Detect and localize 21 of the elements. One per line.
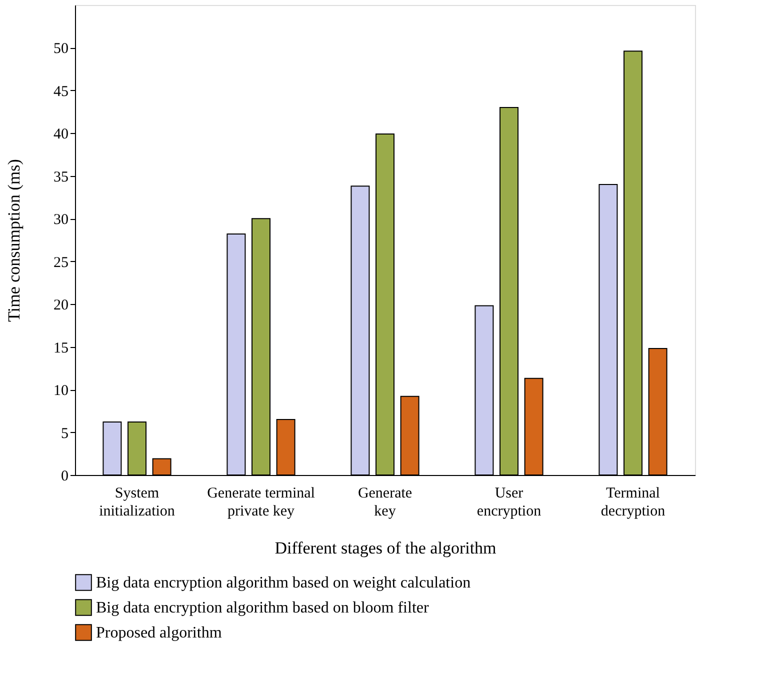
x-tick-label: Terminal decryption	[600, 486, 666, 520]
y-tick-label: 25	[54, 254, 68, 271]
y-tick-label: 20	[54, 298, 68, 314]
y-tick-label: 35	[54, 169, 68, 186]
x-tick-label: Generate terminal private key	[207, 486, 315, 520]
y-tick-label: 15	[54, 340, 68, 356]
y-tick-label: 30	[54, 212, 68, 228]
y-tick-label: 5	[61, 426, 68, 442]
y-tick-label: 45	[54, 84, 68, 100]
x-tick-label: System initialization	[99, 486, 176, 520]
y-tick-label: 50	[54, 41, 68, 58]
y-tick-label: 10	[54, 383, 68, 400]
y-tick-label: 40	[54, 126, 68, 143]
y-axis-title: Time consumption (ms)	[4, 159, 24, 322]
x-tick-label: User encryption	[476, 486, 542, 520]
legend-label: Proposed algorithm	[96, 624, 222, 642]
y-tick-label: 0	[61, 468, 68, 484]
x-tick-label: Generate key	[358, 486, 412, 520]
legend-label: Big data encryption algorithm based on weight calculation	[96, 574, 471, 592]
x-axis-title: Different stages of the algorithm	[274, 538, 496, 558]
legend-label: Big data encryption algorithm based on bloom filter	[96, 600, 430, 616]
